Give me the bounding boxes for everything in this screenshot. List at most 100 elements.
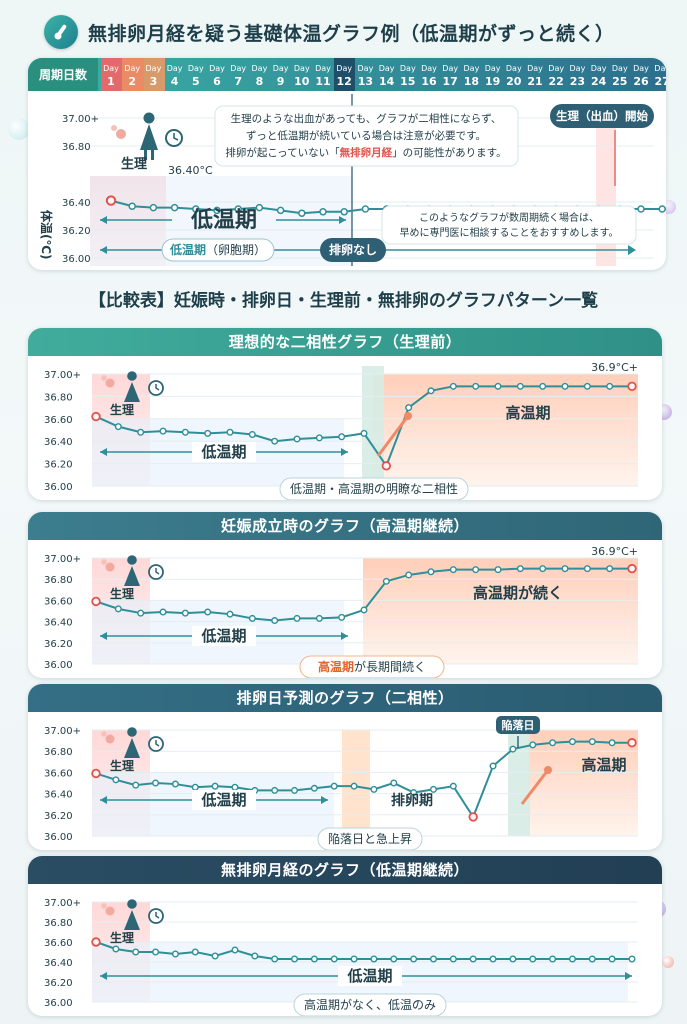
flower-icon	[101, 903, 107, 909]
data-point	[568, 738, 576, 746]
timeline-arrowhead	[628, 245, 636, 255]
data-point	[181, 428, 189, 436]
zone-label-bg	[192, 790, 256, 810]
y-tick-label: 37.00+	[44, 898, 81, 909]
period-icon-group: 生理	[111, 112, 183, 172]
panel-biphasic: 理想的な二相性グラフ（生理前） 37.00+ 36.80 36.60 36.40 36.…	[28, 328, 662, 500]
drop-day-band	[508, 722, 530, 836]
data-point	[159, 608, 167, 616]
day-1-highlight	[101, 58, 122, 91]
day-number-label: 23	[570, 75, 585, 88]
clock-icon	[155, 384, 160, 391]
data-point	[472, 382, 480, 390]
caption-badge	[299, 655, 445, 678]
day-number-label: 1	[107, 75, 115, 88]
data-point	[291, 786, 299, 794]
data-point	[509, 955, 517, 963]
data-point	[489, 955, 497, 963]
y-tick-label: 36.60	[44, 768, 73, 779]
y-tick-label: 36.60	[44, 938, 73, 949]
panel-header: 無排卵月経のグラフ（低温期継続）	[28, 856, 662, 884]
flower-icon	[101, 375, 107, 381]
day-number-label: 17	[443, 75, 458, 88]
data-point	[128, 202, 136, 210]
day-number-label: 2	[128, 75, 136, 88]
day-prefix-label: Day	[548, 64, 564, 73]
day-number-label: 5	[192, 75, 200, 88]
high-temp-zone	[363, 558, 638, 664]
caption-badge	[279, 477, 469, 500]
data-point	[489, 762, 497, 770]
advice-line-2: 早めに専門医に相談することをおすすめします。	[400, 226, 619, 239]
zone-arrowhead	[100, 448, 107, 456]
data-point	[159, 427, 167, 435]
day-2-highlight	[122, 58, 144, 91]
period-label: 生理	[110, 586, 134, 601]
day-number-label: 25	[612, 75, 627, 88]
data-point	[516, 382, 524, 390]
data-point	[606, 565, 614, 573]
y-tick-label: 36.20	[44, 811, 73, 822]
main-chart-card: 周期日数 Day 1 Day 2 Day 3 Day 4 Day 5 Day 6 Day 7 Day 8 Day…	[28, 58, 666, 270]
data-point	[226, 610, 234, 618]
zone-arrowhead	[341, 448, 348, 456]
data-point	[310, 955, 318, 963]
rise-arrowhead	[404, 412, 412, 420]
data-point	[181, 609, 189, 617]
caption-text: 陥落日と急上昇	[328, 831, 412, 846]
day-number-label: 9	[277, 75, 285, 88]
flower-icon	[116, 129, 126, 139]
flower-icon	[101, 731, 107, 737]
data-point	[248, 614, 256, 622]
phase-badge-text: 低温期（卵胞期）	[169, 242, 266, 257]
y-tick-label: 37.00+	[44, 370, 81, 381]
data-point	[191, 783, 199, 791]
phase-badge-main: 低温期	[169, 242, 206, 257]
y-tick-label: 36.40	[44, 958, 73, 969]
flower-icon	[101, 559, 107, 565]
data-point	[405, 404, 413, 412]
clock-icon	[155, 740, 160, 747]
day-number-label: 22	[549, 75, 564, 88]
period-label: 生理	[110, 930, 134, 945]
caption-badge	[293, 993, 447, 1016]
zone-label-bg	[192, 626, 256, 646]
data-point	[637, 205, 645, 213]
caption-rest: が長期間続く	[354, 659, 426, 674]
data-point	[191, 948, 199, 956]
ovulation-period-label: 排卵期	[391, 792, 433, 809]
day-14-highlight	[334, 58, 355, 91]
day-prefix-label: Day	[336, 64, 352, 73]
day-prefix-label: Day	[633, 64, 649, 73]
data-point	[588, 738, 596, 746]
top-temperature-label: 36.9°C+	[591, 545, 638, 558]
day-number-label: 14	[379, 75, 395, 88]
day-number-label: 3	[150, 75, 158, 88]
data-point	[204, 429, 212, 437]
period-icon-group: 生理	[101, 899, 164, 945]
data-point	[627, 381, 637, 392]
data-point	[606, 382, 614, 390]
y-tick-labels: 37.00+ 36.80 36.40 36.20 36.00	[62, 114, 99, 265]
data-point	[152, 779, 160, 787]
day-prefix-label: Day	[379, 64, 395, 73]
day-prefix-label: Day	[315, 64, 331, 73]
zone-arrowhead	[100, 972, 107, 980]
woman-icon	[127, 899, 137, 909]
day-number-label: 7	[234, 75, 242, 88]
y-tick-label: 36.80	[62, 142, 91, 153]
data-point	[226, 428, 234, 436]
ovulation-badge-text: 排卵なし	[329, 242, 377, 257]
high-temp-zone-label: 高温期	[505, 404, 550, 422]
data-point	[315, 614, 323, 622]
data-point	[171, 950, 179, 958]
data-point	[149, 203, 158, 212]
data-point	[529, 741, 537, 749]
clock-icon	[155, 568, 160, 575]
zone-arrowhead	[625, 972, 632, 980]
temperature-callout: 36.40°C	[168, 164, 213, 177]
woman-icon	[124, 738, 140, 758]
day-number-label: 11	[315, 75, 330, 88]
woman-icon	[140, 112, 158, 160]
panel-header: 排卵日予測のグラフ（二相性）	[28, 684, 662, 712]
